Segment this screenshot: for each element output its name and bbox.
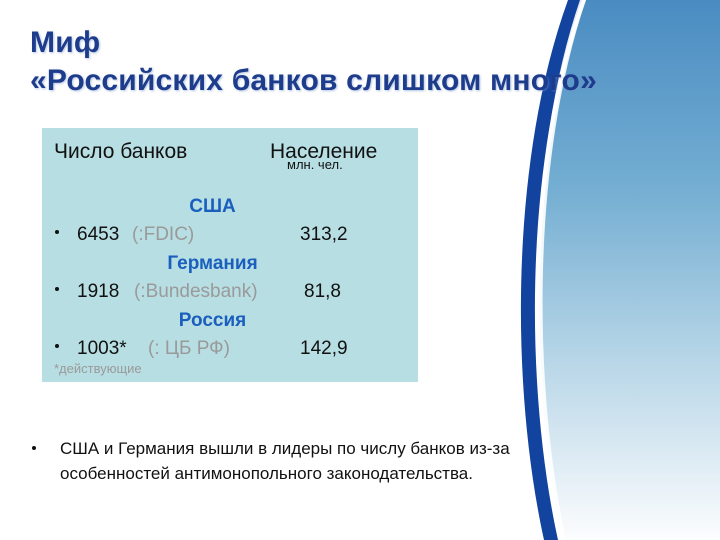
bullet-icon <box>55 287 59 291</box>
panel-header-row: Число банков Население <box>42 140 418 170</box>
table-row: 6453 (:FDIC) 313,2 <box>42 224 418 250</box>
bullet-icon <box>55 230 59 234</box>
bullet-icon <box>55 344 59 348</box>
column-header-population-units: млн. чел. <box>287 157 343 172</box>
panel-inner: Число банков Население млн. чел. США 645… <box>42 128 418 382</box>
column-header-banks: Число банков <box>54 140 188 163</box>
bank-count-usa: 6453 <box>77 224 120 245</box>
country-label-russia: Россия <box>178 310 247 331</box>
bank-count-germany: 1918 <box>77 281 120 302</box>
bullet-icon <box>32 446 36 450</box>
title-line-2: «Российских банков слишком много» <box>30 64 597 98</box>
country-label-germany: Германия <box>167 253 258 274</box>
panel-footnote: *действующие <box>54 361 142 376</box>
table-row: 1918 (:Bundesbank) 81,8 <box>42 281 418 307</box>
source-germany: (:Bundesbank) <box>134 281 258 302</box>
population-russia: 142,9 <box>300 338 348 359</box>
bank-count-russia: 1003* <box>77 338 127 359</box>
column-header-population: Население <box>270 140 378 163</box>
table-row: 1003* (: ЦБ РФ) 142,9 <box>42 338 418 364</box>
page-title: Миф «Российских банков слишком много» <box>30 24 610 101</box>
source-usa: (:FDIC) <box>132 224 195 245</box>
title-line-1: Миф <box>30 26 101 59</box>
bottom-note-text: США и Германия вышли в лидеры по числу б… <box>60 439 510 483</box>
bank-stats-panel: Число банков Население млн. чел. США 645… <box>42 128 418 382</box>
source-russia: (: ЦБ РФ) <box>148 338 230 359</box>
country-label-usa: США <box>189 196 236 217</box>
population-germany: 81,8 <box>304 281 341 302</box>
population-usa: 313,2 <box>300 224 348 245</box>
